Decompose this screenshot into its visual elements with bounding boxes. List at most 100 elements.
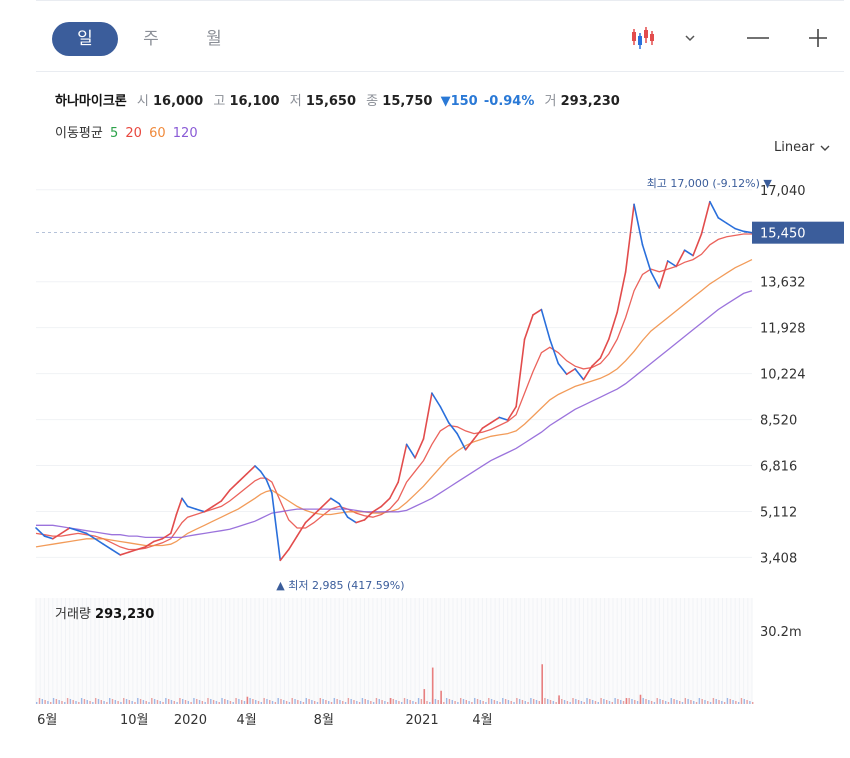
volume-bar xyxy=(726,698,729,704)
price-segment xyxy=(52,532,63,540)
volume-bar xyxy=(670,698,672,704)
candlestick-icon[interactable] xyxy=(628,21,658,55)
volume-bar xyxy=(591,700,594,704)
y-tick-label: 3,408 xyxy=(760,551,797,566)
price-segment xyxy=(582,365,593,381)
price-segment xyxy=(175,497,183,516)
price-segment xyxy=(565,368,576,376)
volume-bar xyxy=(190,702,192,704)
plus-icon[interactable] xyxy=(802,21,832,55)
price-segment xyxy=(313,505,324,516)
price-segment xyxy=(259,470,268,481)
volume-bar xyxy=(420,699,423,704)
volume-bar xyxy=(125,699,128,704)
tab-daily[interactable]: 일 xyxy=(52,22,118,56)
price-segment xyxy=(473,427,484,440)
x-tick-label: 2020 xyxy=(174,713,207,728)
ma-20[interactable]: 20 xyxy=(125,126,142,141)
volume-bar xyxy=(547,699,549,704)
price-segment xyxy=(195,508,206,513)
volume-bar xyxy=(538,701,541,704)
scale-selector[interactable]: Linear xyxy=(774,140,831,155)
volume-bar xyxy=(347,698,350,704)
volume-bar xyxy=(353,700,355,704)
volume-bar xyxy=(617,699,619,704)
price-segment xyxy=(228,481,239,492)
ma-5[interactable]: 5 xyxy=(109,126,119,141)
volume-bar xyxy=(718,700,720,704)
volume-bar xyxy=(743,699,745,704)
price-segment xyxy=(161,532,172,540)
price-segment xyxy=(666,260,677,268)
tab-monthly[interactable]: 월 xyxy=(206,29,222,49)
volume-bar xyxy=(569,702,571,704)
ma-120[interactable]: 120 xyxy=(172,126,198,141)
volume-bar xyxy=(72,700,74,704)
volume-bar xyxy=(297,700,299,704)
volume-bar xyxy=(336,699,338,704)
tab-weekly[interactable]: 주 xyxy=(143,29,159,49)
volume-bar xyxy=(38,698,41,704)
price-segment xyxy=(574,368,585,381)
chevron-down-icon[interactable] xyxy=(680,21,700,55)
volume-bar xyxy=(165,698,167,704)
volume-bar xyxy=(78,702,80,704)
stock-name: 하나마이크론 xyxy=(55,94,127,109)
volume-bar xyxy=(448,699,451,704)
volume-bar xyxy=(266,699,268,704)
current-price-label: 15,450 xyxy=(760,227,806,242)
volume-bar xyxy=(330,702,333,704)
high-annotation: 최고 17,000 (-9.12%) ▼ xyxy=(647,177,773,190)
volume-bar xyxy=(678,701,681,704)
volume-bar xyxy=(662,700,664,704)
ma-120-line xyxy=(36,290,753,539)
volume-bar xyxy=(729,699,731,704)
volume-bar xyxy=(732,700,734,704)
price-line xyxy=(35,200,753,562)
price-segment xyxy=(346,516,357,524)
volume-bar xyxy=(642,698,644,704)
volume-bar xyxy=(701,699,703,704)
volume-bar xyxy=(156,700,159,704)
minus-icon[interactable] xyxy=(742,21,772,55)
volume-bar xyxy=(246,702,248,704)
volume-bar xyxy=(184,700,187,704)
price-segment xyxy=(68,527,79,532)
volume-bar xyxy=(594,701,597,704)
volume-bar xyxy=(530,698,532,704)
volume-bar xyxy=(226,700,229,704)
volume-bar xyxy=(583,702,585,704)
volume-bar xyxy=(518,699,521,704)
volume-bar xyxy=(740,698,743,704)
price-segment xyxy=(591,357,602,367)
annotations: 15,450 최고 17,000 (-9.12%) ▼ ▲ 최저 2,985 (41… xyxy=(36,177,844,592)
volume-bar xyxy=(440,690,442,704)
volume-bar xyxy=(285,701,288,704)
volume-bar xyxy=(333,698,336,704)
price-segment xyxy=(515,338,526,408)
price-segment xyxy=(254,465,262,473)
volume-bar xyxy=(415,702,417,704)
low-annotation: ▲ 최저 2,985 (417.59%) xyxy=(276,579,404,592)
change-value: ▼150 xyxy=(440,94,478,109)
volume-bar xyxy=(653,702,656,704)
volume-bar xyxy=(673,699,675,704)
price-segment xyxy=(186,505,197,510)
volume-bar xyxy=(389,698,392,704)
volume-bar xyxy=(86,700,88,704)
volume-bar xyxy=(631,699,633,704)
volume-bar xyxy=(249,698,251,704)
volume-bar xyxy=(260,702,263,704)
volume-bar xyxy=(735,701,737,704)
volume-bar xyxy=(437,700,439,704)
volume-bar xyxy=(322,699,324,704)
price-segment xyxy=(127,548,138,554)
volume-bar xyxy=(392,699,394,704)
volume-bar xyxy=(378,699,380,704)
price-segment xyxy=(220,489,231,502)
volume-bar xyxy=(664,701,667,704)
volume-bar xyxy=(650,701,653,704)
ma-60[interactable]: 60 xyxy=(149,126,166,141)
price-segment xyxy=(734,227,745,233)
